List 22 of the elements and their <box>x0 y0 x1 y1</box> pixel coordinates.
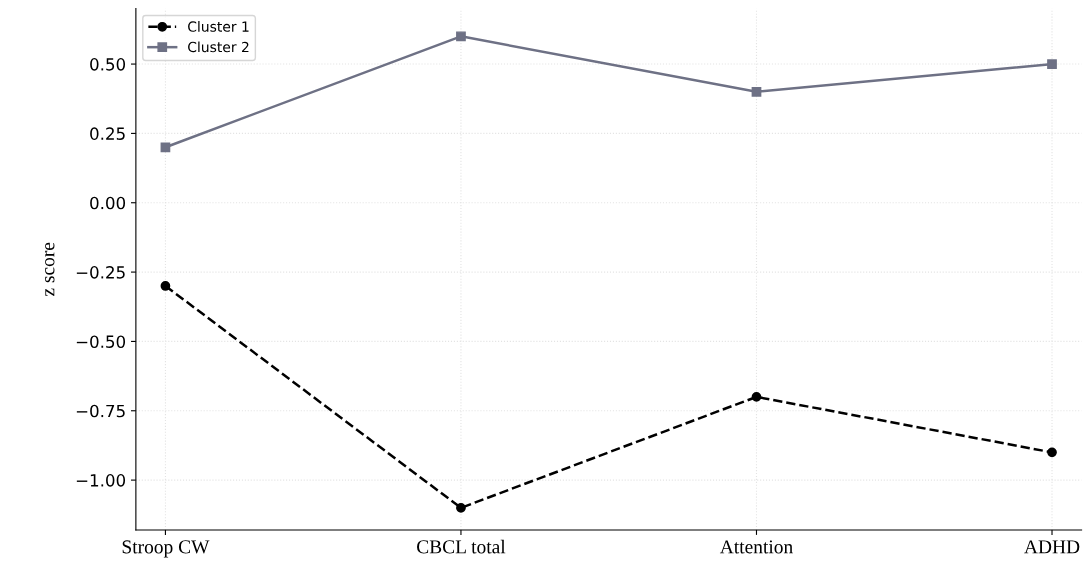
x-tick-label: Attention <box>719 540 793 554</box>
point <box>751 86 762 97</box>
point <box>456 502 466 513</box>
point <box>160 142 171 153</box>
point <box>1047 59 1057 69</box>
y-tick-label: −0.25 <box>76 266 125 279</box>
y-tick-label: 0.00 <box>90 196 126 210</box>
x-tick-label: ADHD <box>1024 540 1080 554</box>
point <box>1047 447 1057 458</box>
x-tick-label: Stroop CW <box>122 540 210 558</box>
point <box>160 281 171 291</box>
y-tick-label: −0.75 <box>76 404 125 418</box>
point <box>456 31 466 42</box>
x-tick-label: CBCL total <box>417 539 506 554</box>
point <box>751 392 762 402</box>
y-axis-title: z score <box>45 242 55 297</box>
y-tick-label: −1.00 <box>76 474 126 487</box>
legend-label: Cluster 2 <box>188 41 249 53</box>
y-tick-label: 0.25 <box>90 127 125 140</box>
legend-label: Cluster 1 <box>188 21 249 32</box>
y-tick-label: 0.50 <box>90 58 126 71</box>
y-tick-label: −0.50 <box>76 335 126 348</box>
